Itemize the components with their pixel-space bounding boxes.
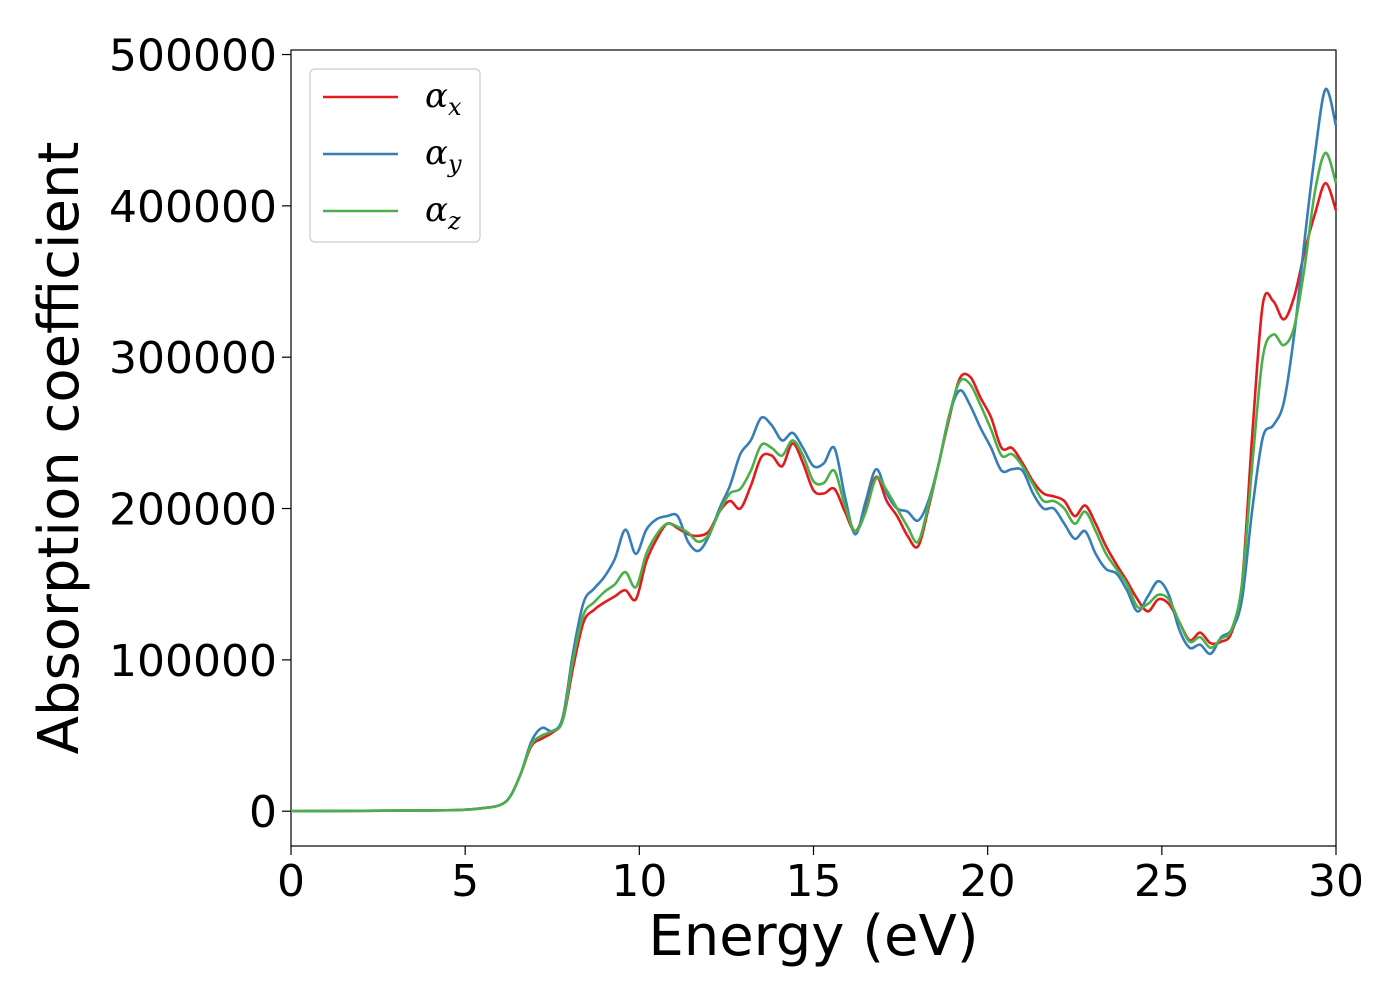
x-tick-label: 0 xyxy=(277,856,305,907)
series-line-alpha-z xyxy=(290,151,1338,813)
y-axis: 0 100000 200000 300000 400000 500000 xyxy=(109,31,291,838)
x-axis-title: Energy (eV) xyxy=(648,904,978,969)
legend: αx αy αz xyxy=(309,68,481,243)
y-tick-label: 0 xyxy=(249,787,277,838)
legend-label-alpha-z: αz xyxy=(425,190,461,235)
y-axis-title: Absorption coefficient xyxy=(27,142,92,755)
legend-label-alpha-y: αy xyxy=(425,133,462,178)
x-tick-label: 25 xyxy=(1134,856,1190,907)
y-tick-label: 100000 xyxy=(109,636,277,687)
x-tick-label: 10 xyxy=(611,856,667,907)
series-layer xyxy=(290,87,1338,813)
x-tick-label: 5 xyxy=(451,856,479,907)
x-tick-label: 15 xyxy=(786,856,842,907)
y-tick-label: 400000 xyxy=(109,182,277,233)
x-tick-label: 20 xyxy=(960,856,1016,907)
y-tick-label: 500000 xyxy=(109,31,277,82)
series-line-alpha-x xyxy=(290,181,1338,813)
x-axis: 0 5 10 15 20 25 30 xyxy=(277,846,1364,907)
y-tick-label: 300000 xyxy=(109,333,277,384)
legend-label-alpha-x: αx xyxy=(425,76,462,121)
legend-box xyxy=(309,68,481,243)
x-tick-label: 30 xyxy=(1308,856,1364,907)
y-tick-label: 200000 xyxy=(109,485,277,536)
